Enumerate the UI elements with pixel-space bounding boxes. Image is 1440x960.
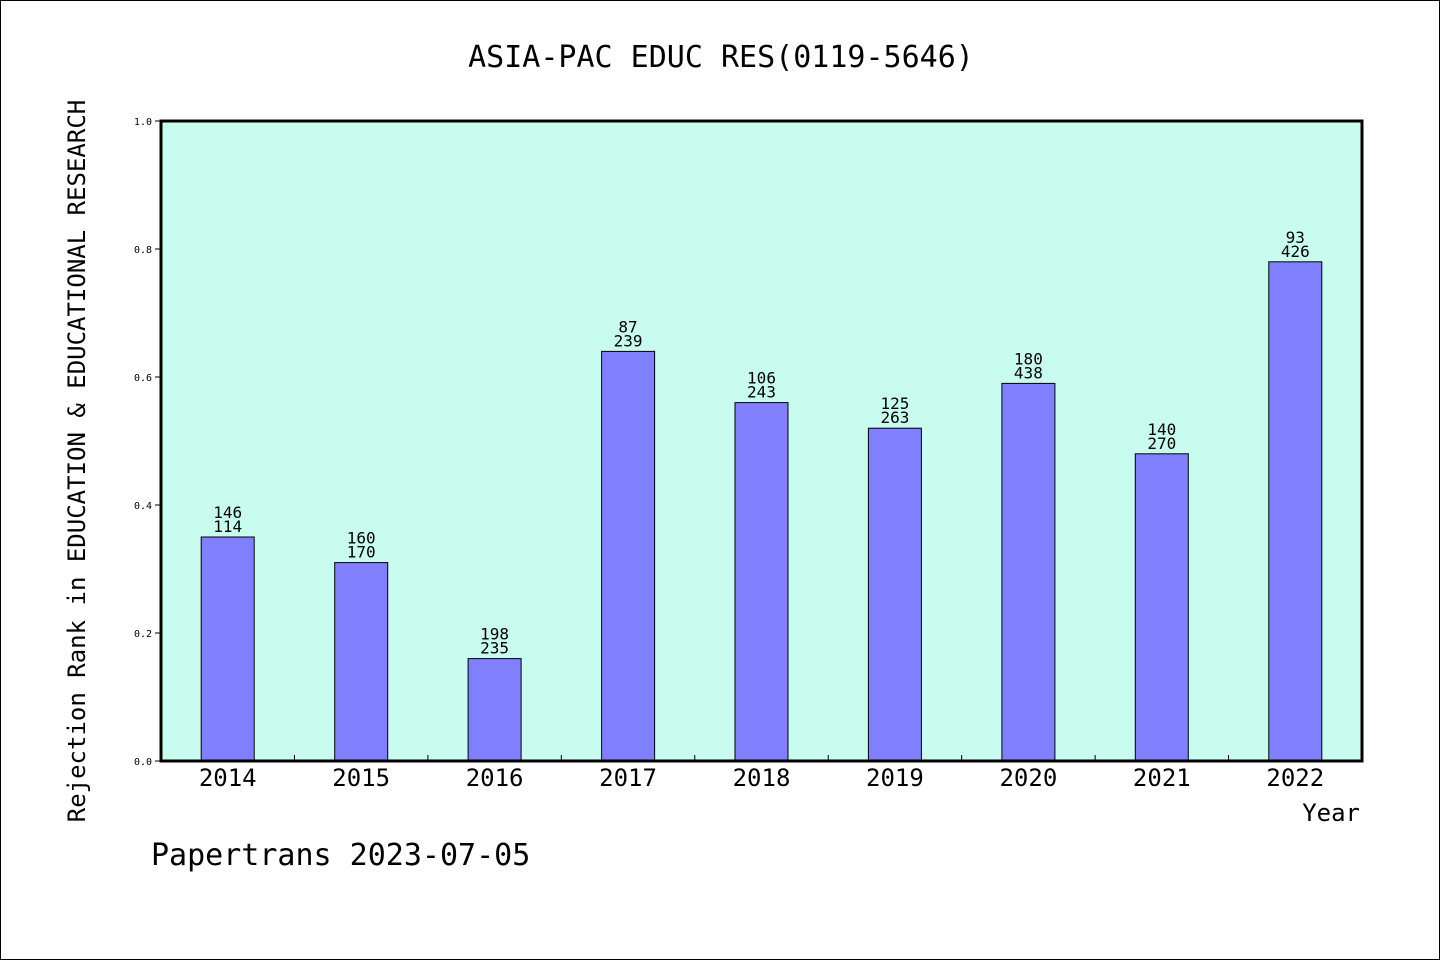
footer-text: Papertrans 2023-07-05 (151, 838, 530, 873)
data-label-bottom-2021: 270 (1147, 434, 1176, 453)
y-tick-label-0.0: 0.0 (134, 757, 152, 768)
y-tick-label-0.6: 0.6 (134, 373, 152, 384)
data-label-bottom-2018: 243 (747, 383, 776, 402)
bars-group (200, 261, 1323, 762)
x-tick-label-2020: 2020 (999, 764, 1057, 792)
data-label-top-2014: 146 (213, 503, 242, 522)
y-axis-label: Rejection Rank in EDUCATION & EDUCATIONA… (63, 100, 91, 822)
y-axis: 0.0 0.2 0.4 0.6 0.8 1.0 (134, 117, 161, 768)
bar-2014 (200, 536, 255, 762)
data-label-bottom-2019: 263 (880, 408, 909, 427)
x-tick-label-2016: 2016 (466, 764, 524, 792)
chart-title: ASIA-PAC EDUC RES(0119-5646) (468, 40, 974, 75)
data-label-top-2016: 198 (480, 625, 509, 644)
x-tick-label-2019: 2019 (866, 764, 924, 792)
data-label-top-2018: 106 (747, 369, 776, 388)
y-tick-label-1.0: 1.0 (134, 117, 152, 128)
data-label-top-2015: 160 (347, 529, 376, 548)
bar-2016 (467, 658, 522, 762)
data-label-bottom-2020: 438 (1014, 363, 1043, 382)
data-label-bottom-2014: 114 (213, 517, 242, 536)
x-tick-label-2021: 2021 (1133, 764, 1191, 792)
y-tick-label-0.8: 0.8 (134, 245, 152, 256)
plot-frame (159, 119, 1364, 763)
data-label-top-2022: 93 (1286, 228, 1305, 247)
x-tick-label-2014: 2014 (199, 764, 257, 792)
data-label-top-2021: 140 (1147, 420, 1176, 439)
bar-2019 (867, 427, 922, 762)
data-label-top-2019: 125 (880, 394, 909, 413)
bar-2017 (601, 350, 656, 762)
bar-2015 (334, 562, 389, 762)
data-label-bottom-2017: 239 (614, 331, 643, 350)
y-tick-label-0.2: 0.2 (134, 629, 152, 640)
x-tick-label-2017: 2017 (599, 764, 657, 792)
data-label-top-2017: 87 (618, 317, 637, 336)
data-label-bottom-2016: 235 (480, 639, 509, 658)
data-label-top-2020: 180 (1014, 349, 1043, 368)
y-tick-label-0.4: 0.4 (134, 501, 152, 512)
bar-2018 (734, 402, 789, 762)
bar-2021 (1134, 453, 1189, 762)
x-axis: 2014 2015 2016 2017 2018 2019 2020 2021 2022 (199, 755, 1324, 792)
x-tick-label-2022: 2022 (1266, 764, 1324, 792)
data-label-bottom-2015: 170 (347, 543, 376, 562)
x-axis-label: Year (1302, 799, 1360, 827)
data-label-bottom-2022: 426 (1281, 242, 1310, 261)
x-tick-label-2015: 2015 (332, 764, 390, 792)
bar-2022 (1268, 261, 1323, 762)
bar-2020 (1001, 382, 1056, 762)
x-tick-label-2018: 2018 (733, 764, 791, 792)
